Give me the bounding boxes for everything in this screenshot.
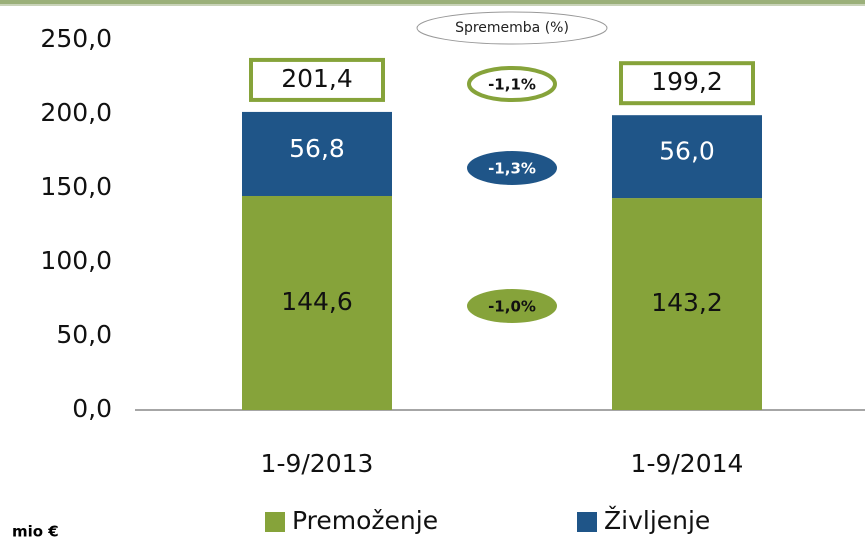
x-tick-label: 1-9/2013 <box>261 449 374 478</box>
change-ellipse <box>467 66 557 102</box>
segment-label: 144,6 <box>281 287 353 316</box>
top-band-light <box>0 4 865 6</box>
segment-label: 56,0 <box>659 137 715 166</box>
legend-swatch <box>265 512 285 532</box>
bar-segment <box>612 115 762 199</box>
y-tick-label: 250,0 <box>40 24 112 53</box>
y-tick-label: 50,0 <box>56 320 112 349</box>
segment-label: 143,2 <box>651 288 723 317</box>
y-tick-label: 150,0 <box>40 172 112 201</box>
unit-label: mio € <box>12 523 59 541</box>
change-ellipse <box>467 151 557 185</box>
x-tick-label: 1-9/2014 <box>631 449 744 478</box>
total-label: 199,2 <box>651 67 723 96</box>
y-tick-label: 100,0 <box>40 246 112 275</box>
bar-segment <box>612 198 762 410</box>
total-box <box>619 61 755 106</box>
y-tick-label: 200,0 <box>40 98 112 127</box>
top-band <box>0 0 865 4</box>
total-box <box>249 57 385 102</box>
change-label: -1,1% <box>488 76 536 94</box>
change-label: -1,0% <box>488 298 536 316</box>
bar-segment <box>242 111 392 196</box>
change-label: -1,3% <box>488 160 536 178</box>
change-title: Sprememba (%) <box>455 20 569 36</box>
legend-label: Premoženje <box>292 506 438 535</box>
total-label: 201,4 <box>281 64 353 93</box>
change-title-ellipse <box>416 11 608 45</box>
bar-segment <box>242 195 392 410</box>
segment-label: 56,8 <box>289 134 345 163</box>
change-ellipse <box>467 289 557 323</box>
legend-swatch <box>577 512 597 532</box>
legend-label: Življenje <box>604 506 710 535</box>
y-tick-label: 0,0 <box>72 394 112 423</box>
